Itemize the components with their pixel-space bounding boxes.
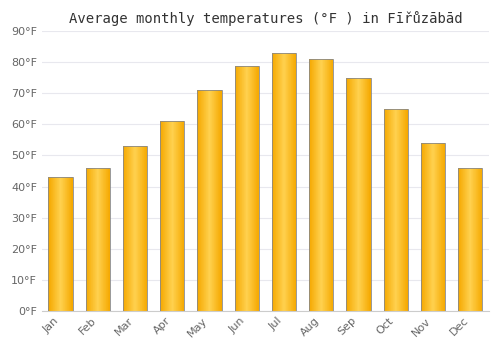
Bar — [309, 59, 334, 310]
Bar — [458, 168, 482, 310]
Bar — [123, 146, 147, 310]
Bar — [198, 90, 222, 310]
Title: Average monthly temperatures (°F ) in Fīřůzābād: Average monthly temperatures (°F ) in Fī… — [68, 11, 462, 26]
Bar — [272, 53, 296, 310]
Bar — [346, 78, 370, 310]
Bar — [421, 143, 445, 310]
Bar — [86, 168, 110, 310]
Bar — [48, 177, 72, 310]
Bar — [234, 65, 259, 310]
Bar — [160, 121, 184, 310]
Bar — [384, 109, 408, 310]
